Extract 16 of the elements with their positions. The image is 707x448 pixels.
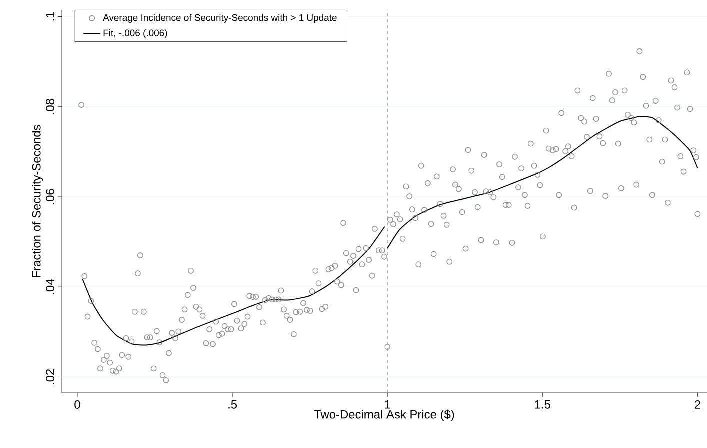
x-tick-label: 0 [74,400,80,409]
x-axis-title: Two-Decimal Ask Price ($) [314,410,454,422]
line-series [82,226,386,346]
legend-label: Fit, -.006 (.006) [104,30,168,38]
x-tick-label: 1.5 [535,400,550,409]
x-tick-label: .5 [228,400,238,409]
y-tick-label: .04 [46,279,54,294]
x-tick-label: 2 [694,400,700,409]
line-series [387,116,698,249]
y-axis-title: Fraction of Security-Seconds [32,125,44,278]
y-tick-label: .08 [46,99,54,114]
legend-label: Average Incidence of Security-Seconds with > 1 Update [103,14,337,24]
y-tick-label: .02 [46,370,54,384]
y-tick-label: .1 [46,12,54,21]
y-tick-label: .06 [46,189,54,204]
x-tick-label: 1 [385,400,390,409]
